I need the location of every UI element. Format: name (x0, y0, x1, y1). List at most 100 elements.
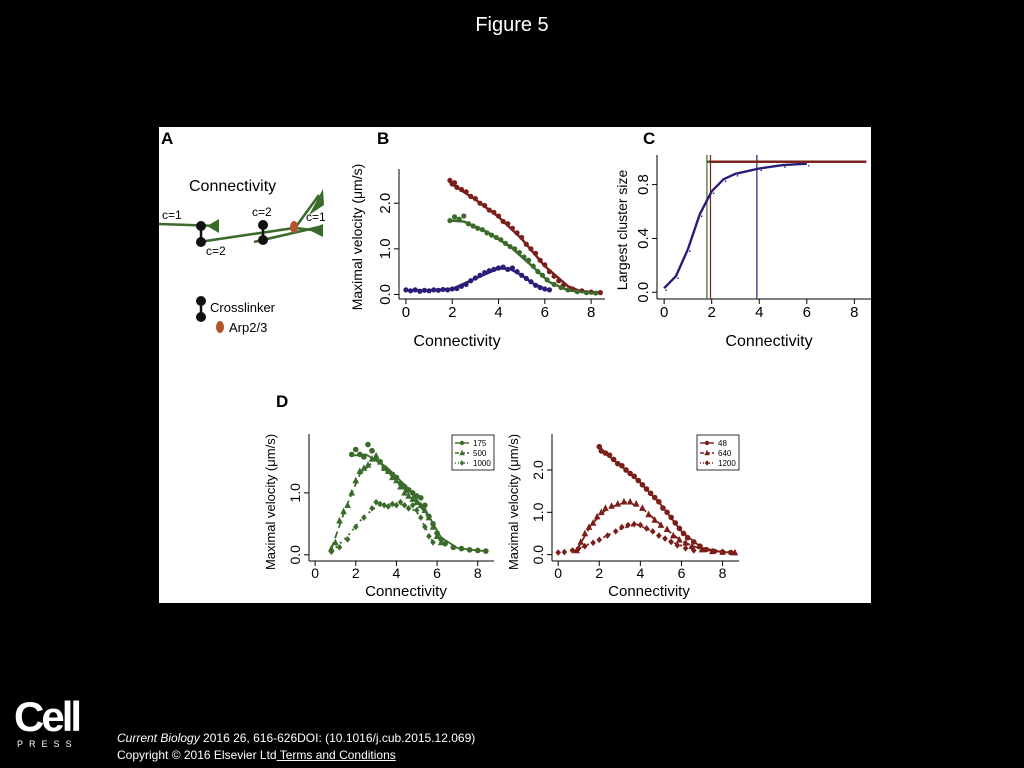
panel-d-left-chart: Connectivity Maximal velocity (μm/s) 0 2 4… (263, 434, 495, 600)
legend-crosslinker-icon (196, 296, 206, 306)
panel-c-data-point (736, 175, 739, 177)
filament-2 (198, 226, 295, 244)
panel-d-right-x-tick-label: 0 (554, 565, 562, 581)
connectivity-label: c=2 (206, 244, 226, 258)
panel-c-x-tick-label: 0 (660, 304, 668, 321)
panel-d-right-data-point (575, 545, 582, 552)
panel-d-left-data-point (426, 532, 432, 540)
panel-d-right-data-point (596, 443, 603, 450)
panel-d-left-legend-marker (459, 449, 465, 456)
panel-c-chart: Connectivity Largest cluster size 0 2 4 6 8 0… (614, 155, 871, 350)
panel-d-right-data-point (688, 542, 696, 549)
crosslinker-node (196, 221, 206, 231)
panel-d-right-chart: Connectivity Maximal velocity (μm/s) 0 2 4… (506, 434, 740, 600)
panel-a-title: Connectivity (189, 178, 276, 195)
panel-d-left-data-point (393, 501, 400, 509)
panel-d-left-x-tick-label: 2 (352, 565, 360, 581)
panel-c-y-tick-label: 0.8 (635, 174, 652, 195)
panel-c-data-point (724, 180, 727, 183)
panel-d-left-data-point (369, 505, 375, 512)
panel-d-left-data-point (413, 498, 421, 505)
panel-b-data-point (451, 214, 458, 220)
panel-d-right-data-point (708, 547, 716, 555)
panel-d-left-legend-marker (459, 460, 465, 466)
panel-d-right-data-point (731, 548, 739, 556)
panel-b-y-tick-label: 2.0 (377, 193, 394, 214)
panel-d-right-legend-label: 640 (718, 449, 732, 458)
panel-d-right-data-point (719, 548, 726, 555)
panel-d-right-data-point (668, 538, 674, 546)
panel-b-ylabel: Maximal velocity (μm/s) (349, 164, 365, 311)
panel-b-letter: B (377, 129, 389, 148)
panel-d-letter: D (276, 392, 288, 411)
panel-d-left-fit-line (330, 503, 434, 553)
panel-d-right-data-point (555, 549, 561, 556)
panel-d-right-data-point (577, 538, 585, 545)
panel-c-data-point (677, 277, 679, 279)
panel-d-right-data-point (581, 529, 589, 537)
cell-press-logo: Cell (14, 693, 82, 740)
panel-d-left-x-tick-label: 0 (311, 565, 319, 581)
panel-d-left-xlabel: Connectivity (365, 583, 447, 600)
panel-d-left-data-point (361, 514, 367, 521)
panel-c-data-point (665, 289, 667, 292)
panel-b-xlabel: Connectivity (413, 333, 500, 350)
legend-crosslinker-label: Crosslinker (210, 300, 276, 315)
panel-d-right-data-point (690, 547, 697, 554)
panel-c-y-tick-label: 0.4 (635, 228, 652, 249)
panel-c-data-point (712, 192, 715, 195)
panel-d-left-data-point (365, 441, 371, 448)
terms-and-conditions-link[interactable]: Terms and Conditions (276, 748, 396, 762)
panel-d-left-data-point (389, 500, 396, 508)
panel-c-data-point (760, 169, 763, 172)
panel-d-right-y-tick-label: 2.0 (530, 460, 546, 480)
barbed-end-arrow (309, 224, 323, 237)
panel-d-right-y-tick-label: 1.0 (530, 502, 546, 522)
panel-d-left-data-point (360, 464, 368, 471)
panel-d-left-data-point (340, 507, 347, 515)
panel-d-left-data-point (437, 538, 445, 546)
panel-d-left-data-point (381, 501, 388, 509)
crosslinker-node (258, 220, 268, 230)
panel-d-left-data-point (421, 506, 429, 513)
panel-b-chart: Connectivity Maximal velocity (μm/s) 0 2 4… (349, 164, 605, 350)
panel-c-x-tick-label: 4 (755, 304, 763, 321)
panel-d-right-data-point (589, 519, 597, 526)
crosslinker-node (258, 235, 268, 245)
panel-d-left-legend-marker (459, 440, 465, 446)
panel-d-left-fit-line (330, 457, 442, 549)
panel-d-right-fit-line (575, 500, 735, 554)
panel-c-y-tick-label: 0.0 (635, 282, 652, 303)
panel-d-right-xlabel: Connectivity (608, 583, 690, 600)
panel-d-left-data-point (430, 539, 436, 546)
panel-d-right-data-point (651, 516, 659, 523)
panel-d-left-data-point (369, 447, 375, 454)
panel-d-left-data-point (376, 458, 384, 465)
panel-c-data-point (701, 215, 703, 218)
panel-d-right-x-tick-label: 8 (719, 565, 727, 581)
panel-d-left-x-tick-label: 8 (474, 565, 482, 581)
panel-c-x-tick-label: 6 (803, 304, 811, 321)
panel-d-left-ylabel: Maximal velocity (μm/s) (263, 434, 278, 570)
panel-d-left-x-tick-label: 4 (393, 565, 401, 581)
panel-d-left-data-point (328, 548, 335, 556)
copyright-text: Copyright © 2016 Elsevier Ltd (117, 748, 277, 762)
panel-d-left-data-point (409, 501, 416, 509)
panel-b-y-tick-label: 0.0 (377, 284, 394, 305)
cell-press-logo-sub: PRESS (17, 739, 78, 749)
panel-b-fit-line (405, 267, 550, 292)
barbed-end-arrow (207, 219, 219, 233)
panel-d-right-legend-label: 1200 (718, 459, 736, 468)
panel-d-left-y-tick-label: 1.0 (287, 483, 303, 503)
panel-d-left-legend-label: 1000 (473, 459, 491, 468)
panel-d-right-x-tick-label: 4 (636, 565, 644, 581)
panel-d-left-data-point (336, 516, 343, 524)
figure-panel: A Connectivity c=1 c=2 c=2 c=1 (159, 127, 871, 603)
connectivity-label: c=2 (252, 205, 272, 219)
panel-b-x-tick-label: 4 (494, 304, 502, 321)
panel-d-right-legend-marker (704, 440, 710, 446)
panel-b-x-tick-label: 0 (402, 304, 410, 321)
panel-d-right-data-point (585, 523, 593, 530)
panel-d-left-data-point (352, 446, 359, 453)
panel-d-right-data-point (569, 547, 576, 554)
